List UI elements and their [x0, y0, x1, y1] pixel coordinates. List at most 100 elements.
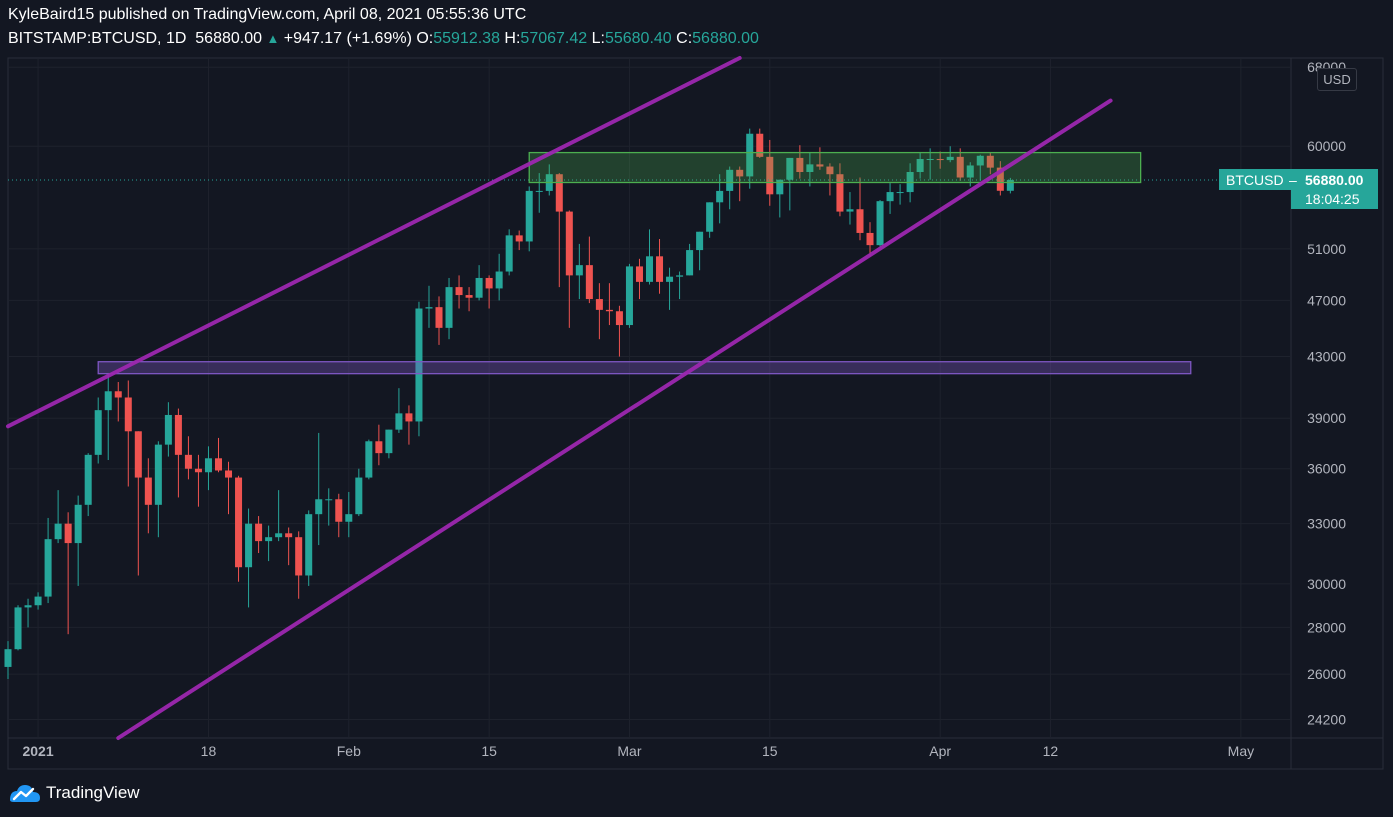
candle-up	[84, 454, 92, 505]
time-tick-label: 15	[481, 743, 497, 759]
price-axis[interactable]: 6800060000510004700043000390003600033000…	[1307, 59, 1346, 727]
candle-up	[786, 157, 794, 180]
candle-up	[305, 514, 313, 576]
candle-up	[415, 308, 423, 422]
last-price-label: BTCUSD – 56880.00 18:04:25	[1219, 169, 1378, 209]
candle-up	[535, 190, 543, 192]
last-price: 56880.00	[195, 30, 263, 47]
candle-up	[666, 276, 674, 282]
candle-up	[315, 499, 323, 515]
candle-up	[746, 133, 754, 177]
candle-up	[1006, 179, 1014, 191]
candle-up	[94, 410, 102, 455]
close-label: C:	[676, 30, 693, 47]
support-zone[interactable]	[97, 361, 1192, 375]
candle-up	[505, 235, 513, 272]
price-tick-label: 39000	[1307, 410, 1346, 426]
high-label: H:	[504, 30, 521, 47]
candle-up	[846, 209, 854, 212]
price-tick-label: 47000	[1307, 292, 1346, 308]
price-tick-label: 26000	[1307, 666, 1346, 682]
resistance-zone[interactable]	[528, 151, 1142, 184]
candle-up	[776, 179, 784, 195]
high-value: 57067.42	[520, 30, 588, 47]
drawings[interactable]	[6, 56, 1291, 740]
candle-down	[285, 533, 293, 538]
candle-up	[355, 477, 363, 515]
time-tick-label: 12	[1043, 743, 1059, 759]
candle-up	[365, 441, 373, 478]
candle-down	[375, 441, 383, 454]
candle-up	[575, 265, 583, 276]
candle-up	[916, 158, 924, 173]
candle-down	[124, 397, 132, 432]
candle-down	[465, 295, 473, 298]
channel-lower[interactable]	[116, 98, 1113, 740]
candle-up	[104, 391, 112, 411]
candle-down	[134, 431, 142, 478]
candle-down	[605, 309, 613, 312]
candle-down	[836, 174, 844, 212]
candle-up	[4, 649, 12, 667]
candle-up	[14, 607, 22, 650]
brand-name: TradingView	[46, 783, 140, 802]
up-arrow-icon: ▲	[266, 31, 280, 46]
countdown-tag-bg	[1291, 190, 1378, 209]
candle-down	[565, 211, 573, 276]
tradingview-logo-icon	[10, 785, 40, 802]
candle-up	[696, 231, 704, 251]
time-tick-label: Mar	[617, 743, 641, 759]
candle-down	[214, 458, 223, 471]
publisher-line: KyleBaird15 published on TradingView.com…	[8, 6, 527, 23]
close-value: 56880.00	[692, 30, 759, 47]
candle-up	[706, 202, 714, 232]
last-price-dash: –	[1289, 172, 1297, 188]
candle-up	[716, 190, 724, 203]
time-tick-label: Apr	[929, 743, 951, 759]
candle-down	[866, 232, 874, 246]
low-value: 55680.40	[604, 30, 672, 47]
candle-up	[74, 504, 82, 544]
candle-down	[816, 164, 824, 167]
candle-down	[144, 477, 152, 505]
candle-down	[766, 156, 774, 195]
open-value: 55912.38	[433, 30, 500, 47]
open-label: O:	[416, 30, 434, 47]
candle-down	[996, 167, 1004, 191]
time-tick-label: May	[1228, 743, 1254, 759]
candles	[4, 128, 1014, 680]
price-tick-label: 43000	[1307, 349, 1346, 365]
candle-down	[856, 209, 864, 233]
chart-frame	[7, 57, 1384, 770]
candle-down	[225, 470, 233, 478]
candle-down	[455, 287, 463, 296]
candle-down	[194, 468, 202, 473]
candle-up	[676, 275, 684, 277]
ohlc-line: BITSTAMP:BTCUSD, 1D 56880.00 ▲ +947.17 (…	[8, 30, 759, 48]
candle-down	[736, 169, 744, 177]
price-tick-label: 24200	[1307, 711, 1346, 727]
candle-up	[395, 413, 403, 430]
candle-up	[726, 169, 734, 191]
currency-unit-button[interactable]: USD	[1317, 68, 1357, 91]
candle-down	[335, 499, 343, 522]
candle-up	[245, 523, 253, 568]
candle-down	[515, 235, 523, 242]
candle-down	[174, 414, 182, 455]
symbol-label[interactable]: BITSTAMP:BTCUSD, 1D	[8, 30, 187, 47]
price-tick-label: 60000	[1307, 138, 1346, 154]
price-tick-label: 36000	[1307, 461, 1346, 477]
last-price-symbol: BTCUSD	[1226, 172, 1284, 188]
brand[interactable]: TradingView	[8, 782, 140, 804]
channel-upper[interactable]	[6, 56, 742, 429]
time-tick-label: 18	[201, 743, 217, 759]
candle-up	[926, 158, 934, 160]
candle-down	[555, 174, 563, 212]
time-tick-label: 2021	[22, 743, 53, 759]
time-axis[interactable]: 2021 18 Feb 15 Mar 15 Apr 12 May	[22, 743, 1254, 759]
time-tick-label: 15	[762, 743, 778, 759]
candle-down	[255, 523, 263, 542]
candle-down	[656, 256, 664, 282]
time-tick-label: Feb	[337, 743, 361, 759]
